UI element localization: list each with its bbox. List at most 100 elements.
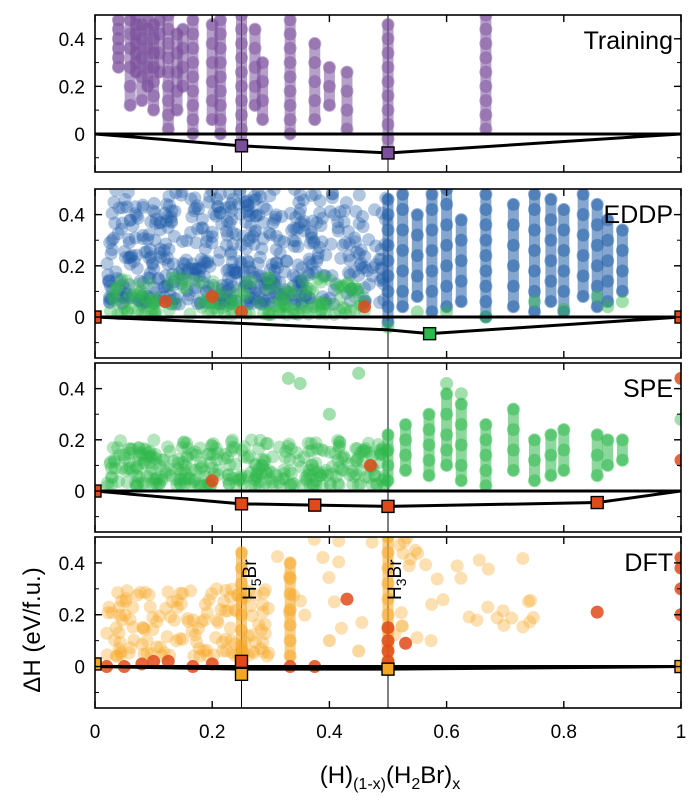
data-point — [284, 478, 298, 492]
data-point — [436, 593, 450, 607]
data-point — [273, 287, 287, 301]
data-point — [167, 275, 181, 289]
data-point — [369, 478, 383, 492]
data-point — [261, 436, 275, 450]
data-point — [283, 452, 297, 466]
x-tick-label: 1 — [676, 722, 687, 743]
data-point — [123, 641, 137, 655]
hull-marker — [234, 667, 249, 682]
data-point — [365, 537, 379, 549]
data-point — [354, 446, 368, 460]
data-point — [132, 470, 146, 484]
data-point — [130, 588, 144, 602]
data-point — [280, 254, 294, 268]
data-point — [136, 621, 150, 635]
data-point — [133, 585, 147, 599]
data-point — [192, 479, 206, 493]
data-point — [112, 600, 126, 614]
data-point — [277, 292, 291, 306]
data-point — [496, 604, 510, 618]
data-point — [261, 271, 275, 285]
data-point — [115, 272, 129, 286]
data-point — [249, 469, 263, 483]
data-point — [277, 472, 291, 486]
data-point — [357, 444, 371, 458]
data-point — [362, 471, 376, 485]
data-point — [115, 290, 129, 304]
data-point — [256, 215, 270, 229]
data-point — [238, 195, 252, 209]
data-point — [371, 438, 385, 452]
data-point — [341, 266, 355, 280]
data-point — [269, 468, 283, 482]
data-point — [119, 463, 133, 477]
data-point — [355, 261, 369, 275]
data-point — [132, 453, 146, 467]
data-point — [136, 476, 150, 490]
data-point — [194, 456, 208, 470]
data-point — [139, 443, 153, 457]
data-point — [299, 471, 313, 485]
data-point — [159, 601, 173, 615]
data-point — [188, 628, 202, 642]
data-point — [137, 456, 151, 470]
data-point — [196, 276, 210, 290]
data-point — [152, 273, 166, 287]
data-point — [175, 268, 189, 282]
panel-label-spe: SPE — [623, 375, 673, 403]
data-point — [356, 290, 370, 304]
data-point — [256, 297, 270, 311]
data-point — [185, 210, 199, 224]
data-point — [337, 215, 351, 229]
data-point — [122, 454, 136, 468]
x-tick-label: 0.2 — [199, 722, 225, 743]
data-point — [102, 274, 116, 288]
data-point — [224, 275, 238, 289]
y-tick-label: 0.4 — [59, 380, 86, 401]
data-point — [196, 221, 210, 235]
data-point — [334, 279, 348, 293]
data-point — [182, 471, 196, 485]
data-point — [213, 206, 227, 220]
data-point — [131, 278, 145, 292]
data-point — [516, 551, 530, 565]
data-point — [176, 280, 190, 294]
data-point — [344, 283, 358, 297]
data-point — [112, 642, 126, 656]
data-point — [130, 479, 144, 493]
data-point — [462, 610, 476, 624]
data-point — [524, 593, 538, 607]
data-point — [358, 250, 372, 264]
data-point — [314, 275, 328, 289]
data-point — [334, 621, 348, 635]
data-point — [369, 239, 383, 253]
data-point — [241, 451, 255, 465]
data-point — [137, 300, 151, 314]
data-point — [195, 459, 209, 473]
data-point — [205, 461, 219, 475]
data-point — [206, 448, 220, 462]
data-point — [245, 433, 259, 447]
data-point — [523, 615, 537, 629]
data-point — [316, 466, 330, 480]
data-point — [395, 619, 409, 633]
data-point — [107, 452, 121, 466]
data-point — [252, 296, 266, 310]
data-point — [206, 437, 220, 451]
data-point — [341, 276, 355, 290]
data-point — [193, 476, 207, 490]
data-point — [127, 254, 141, 268]
hull-marker — [590, 495, 604, 510]
data-point — [165, 204, 179, 218]
data-point — [332, 555, 346, 569]
data-point — [266, 450, 280, 464]
data-point — [145, 449, 159, 463]
data-point — [328, 447, 342, 461]
data-point — [261, 283, 275, 297]
data-point — [198, 613, 212, 627]
data-point — [188, 445, 202, 459]
data-point — [237, 286, 251, 300]
data-point — [343, 237, 357, 251]
data-point — [233, 189, 247, 197]
data-point — [145, 476, 159, 490]
